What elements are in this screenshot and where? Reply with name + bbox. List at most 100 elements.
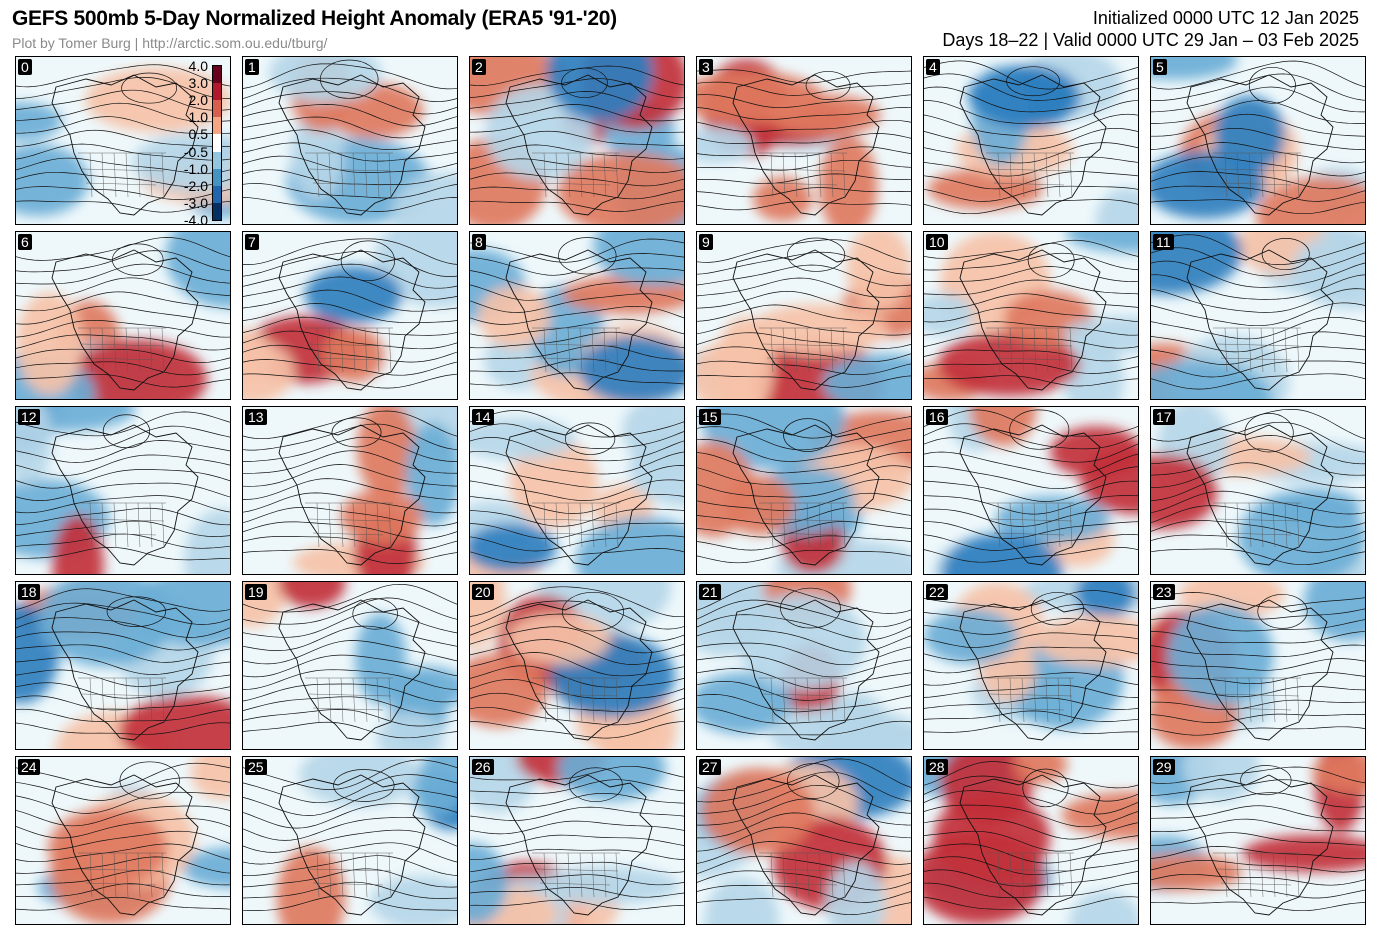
- height-contours: [924, 239, 1138, 387]
- political-borders: [305, 677, 393, 723]
- member-label: 18: [18, 584, 40, 600]
- plot-title: GEFS 500mb 5-Day Normalized Height Anoma…: [12, 7, 617, 30]
- height-contours: [1151, 592, 1365, 736]
- political-borders: [1213, 327, 1301, 373]
- anomaly-shading: [16, 407, 230, 574]
- member-panel: 17: [1150, 406, 1366, 575]
- member-label: 13: [245, 409, 267, 425]
- colorbar-tick: -2.0: [183, 177, 208, 194]
- colorbar: [212, 65, 222, 221]
- coastline: [278, 249, 426, 391]
- anomaly-map: [470, 232, 684, 399]
- political-borders: [305, 852, 393, 898]
- member-label: 4: [926, 59, 940, 75]
- coastline: [278, 424, 426, 566]
- member-label: 15: [699, 409, 721, 425]
- political-borders: [759, 152, 847, 198]
- anomaly-map: [1151, 57, 1365, 224]
- anomaly-map: [16, 582, 230, 749]
- anomaly-shading: [1151, 582, 1365, 749]
- member-panel: 8: [469, 231, 685, 400]
- anomaly-map: [1151, 232, 1365, 399]
- political-borders: [305, 502, 393, 548]
- member-panel: 6: [15, 231, 231, 400]
- height-contours: [243, 583, 457, 739]
- member-label: 1: [245, 59, 259, 75]
- member-panel: 22: [923, 581, 1139, 750]
- anomaly-shading: [924, 757, 1138, 924]
- height-contours: [470, 410, 684, 564]
- political-borders: [1213, 852, 1301, 898]
- member-label: 3: [699, 59, 713, 75]
- height-contours: [16, 411, 230, 561]
- political-borders: [532, 502, 620, 548]
- anomaly-shading: [924, 582, 1138, 730]
- member-panel: 28: [923, 756, 1139, 925]
- political-borders: [759, 502, 847, 548]
- member-label: 28: [926, 759, 948, 775]
- member-label: 19: [245, 584, 267, 600]
- anomaly-map: [243, 57, 457, 224]
- coastline: [1186, 249, 1334, 391]
- coastline: [1186, 599, 1334, 741]
- anomaly-map: [697, 232, 911, 399]
- coastline: [505, 774, 653, 916]
- height-contours: [243, 410, 457, 564]
- coastline: [732, 774, 880, 916]
- anomaly-shading: [697, 232, 911, 399]
- anomaly-map: [924, 232, 1138, 399]
- height-contours: [1151, 408, 1365, 566]
- coastline: [278, 774, 426, 916]
- political-borders: [532, 852, 620, 898]
- member-panel: 7: [242, 231, 458, 400]
- height-contours: [470, 65, 684, 212]
- anomaly-shading: [933, 407, 1138, 574]
- political-borders: [986, 152, 1074, 198]
- colorbar-tick: 1.0: [188, 109, 208, 126]
- anomaly-map: [1151, 757, 1365, 924]
- member-panel: 23: [1150, 581, 1366, 750]
- political-borders: [759, 852, 847, 898]
- political-borders: [532, 152, 620, 198]
- member-panel: 4: [923, 56, 1139, 225]
- anomaly-map: [16, 757, 230, 924]
- coastline: [505, 74, 653, 216]
- member-label: 14: [472, 409, 494, 425]
- coastline: [51, 774, 199, 916]
- height-contours: [16, 237, 230, 388]
- member-panel: 0 4.0 3.0 2.0 1.0 0.5 -0.5 -1.0 -2.0 -3.0 -4.0: [15, 56, 231, 225]
- member-panel: 26: [469, 756, 685, 925]
- member-label: 0: [18, 59, 32, 75]
- anomaly-map: [243, 582, 457, 749]
- member-panel: 20: [469, 581, 685, 750]
- height-contours: [697, 69, 911, 211]
- member-label: 5: [1153, 59, 1167, 75]
- height-contours: [470, 586, 684, 739]
- colorbar-segment: [213, 66, 221, 84]
- colorbar-segment: [213, 168, 221, 187]
- political-borders: [986, 502, 1074, 548]
- anomaly-map: [16, 407, 230, 574]
- member-panel: 15: [696, 406, 912, 575]
- colorbar-tick: 4.0: [188, 58, 208, 74]
- political-borders: [78, 152, 166, 198]
- coastline: [959, 774, 1107, 916]
- colorbar-tick: -1.0: [183, 160, 208, 177]
- member-label: 23: [1153, 584, 1175, 600]
- height-contours: [16, 64, 230, 213]
- colorbar-tick: 3.0: [188, 75, 208, 92]
- colorbar-tick: 0.5: [188, 126, 208, 143]
- political-borders: [78, 502, 166, 548]
- coastline: [51, 249, 199, 391]
- anomaly-map: [1151, 407, 1365, 574]
- political-borders: [986, 677, 1074, 723]
- height-contours: [924, 761, 1138, 911]
- member-label: 16: [926, 409, 948, 425]
- member-label: 20: [472, 584, 494, 600]
- anomaly-map: [470, 582, 684, 749]
- anomaly-map: [1151, 582, 1365, 749]
- coastline: [1186, 774, 1334, 916]
- member-label: 24: [18, 759, 40, 775]
- coastline: [732, 424, 880, 566]
- plot-credit: Plot by Tomer Burg | http://arctic.som.o…: [12, 35, 328, 51]
